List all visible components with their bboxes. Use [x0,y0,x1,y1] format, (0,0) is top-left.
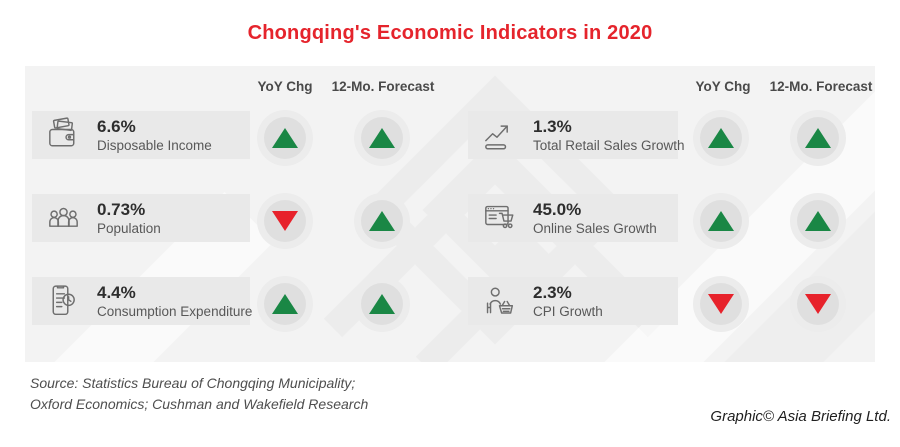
trend-arrow-icon [361,117,403,159]
trend-badge-consumption-yoy [257,276,313,332]
trend-arrow-icon [361,200,403,242]
trend-arrow-icon [797,117,839,159]
wallet-icon [43,115,84,156]
column-header-yoy-right: YoY Chg [695,79,751,94]
indicator-value: 4.4% [97,282,136,302]
indicator-card-cpi-growth: 2.3% CPI Growth [468,277,678,325]
growth-chart-icon [479,115,520,156]
online-cart-icon [479,198,520,239]
indicator-card-total-retail-sales-growth: 1.3% Total Retail Sales Growth [468,111,685,159]
trend-badge-online-sales-yoy [693,193,749,249]
indicators-panel: YoY Chg 12-Mo. Forecast YoY Chg 12-Mo. F… [25,66,875,362]
trend-badge-online-sales-forecast [790,193,846,249]
indicator-label: CPI Growth [533,303,603,319]
indicator-value: 0.73% [97,199,146,219]
trend-badge-consumption-forecast [354,276,410,332]
trend-badge-total-retail-forecast [790,110,846,166]
people-icon [43,198,84,239]
trend-arrow-icon [700,283,742,325]
trend-badge-total-retail-yoy [693,110,749,166]
indicator-label: Disposable Income [97,137,212,153]
indicator-card-disposable-income: 6.6% Disposable Income [32,111,250,159]
trend-arrow-icon [797,200,839,242]
indicator-card-online-sales-growth: 45.0% Online Sales Growth [468,194,678,242]
indicator-value: 1.3% [533,116,572,136]
trend-badge-disposable-income-forecast [354,110,410,166]
indicator-value: 45.0% [533,199,582,219]
column-header-forecast-left: 12-Mo. Forecast [331,79,435,94]
source-note: Source: Statistics Bureau of Chongqing M… [30,373,368,415]
indicator-label: Consumption Expenditure [97,303,253,319]
column-header-forecast-right: 12-Mo. Forecast [769,79,873,94]
shopper-basket-icon [479,281,520,322]
trend-arrow-icon [797,283,839,325]
indicator-label: Online Sales Growth [533,220,657,236]
source-line-1: Source: Statistics Bureau of Chongqing M… [30,375,356,391]
trend-arrow-icon [264,117,306,159]
phone-receipt-icon [43,281,84,322]
trend-badge-disposable-income-yoy [257,110,313,166]
trend-arrow-icon [700,200,742,242]
indicator-label: Population [97,220,161,236]
indicator-label: Total Retail Sales Growth [533,137,685,153]
column-header-yoy-left: YoY Chg [257,79,313,94]
trend-arrow-icon [361,283,403,325]
source-line-2: Oxford Economics; Cushman and Wakefield … [30,396,369,412]
indicator-value: 2.3% [533,282,572,302]
page-title: Chongqing's Economic Indicators in 2020 [247,22,653,44]
trend-badge-population-yoy [257,193,313,249]
trend-arrow-icon [264,200,306,242]
indicator-value: 6.6% [97,116,136,136]
indicator-card-consumption-expenditure: 4.4% Consumption Expenditure [32,277,253,325]
trend-arrow-icon [700,117,742,159]
indicator-card-population: 0.73% Population [32,194,250,242]
graphic-credit: Graphic© Asia Briefing Ltd. [710,408,891,425]
trend-badge-population-forecast [354,193,410,249]
trend-badge-cpi-yoy [693,276,749,332]
trend-arrow-icon [264,283,306,325]
trend-badge-cpi-forecast [790,276,846,332]
